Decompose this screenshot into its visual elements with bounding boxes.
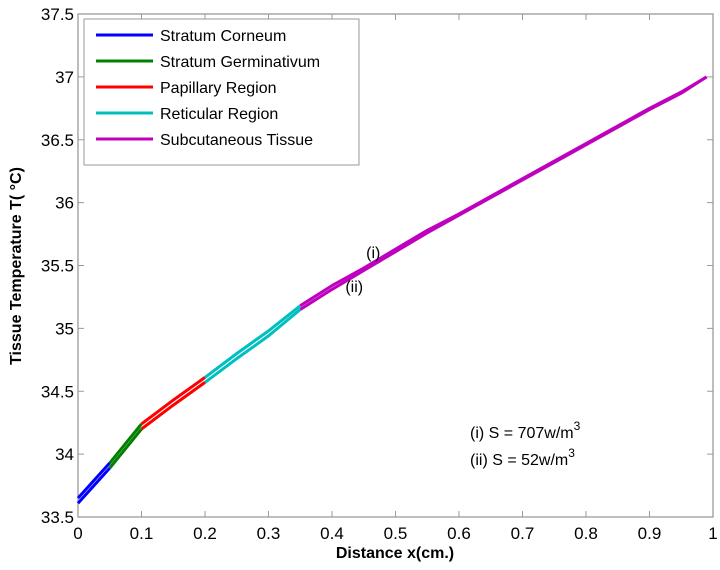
legend-label: Subcutaneous Tissue [160,132,313,149]
curve-label: (ii) [345,279,363,296]
y-tick-label: 34 [55,445,74,464]
y-tick-label: 37 [55,68,74,87]
x-tick-label: 0.1 [130,524,154,543]
x-tick-label: 0.3 [257,524,281,543]
x-tick-label: 0.4 [320,524,344,543]
x-tick-label: 0.7 [511,524,535,543]
series-segment-subcutaneous-tissue [299,75,708,311]
note-text: (ii) S = 52w/m [470,452,568,469]
x-tick-label: 0.9 [638,524,662,543]
y-tick-label: 36.5 [41,131,74,150]
y-tick-label: 33.5 [41,508,74,527]
x-tick-label: 0 [73,524,82,543]
legend-label: Stratum Corneum [160,28,286,45]
y-tick-label: 37.5 [41,5,74,24]
x-tick-label: 0.8 [574,524,598,543]
legend: Stratum Corneum Stratum Germinativum Papil… [83,18,360,166]
note-superscript: 3 [568,446,575,460]
y-axis-title: Tissue Temperature T( °C) [8,167,25,365]
series-segment-reticular-region [204,308,302,384]
series-segment-papillary-region [140,381,206,431]
series-layer [76,75,708,505]
curve-label: (i) [366,245,380,262]
series-segment-stratum-corneum [76,466,111,505]
series-segment-stratum-germinativum [108,428,143,469]
annotation-notes: (i) S = 707w/m3(ii) S = 52w/m3 [470,419,581,469]
series-segment-papillary-region [140,376,206,426]
x-axis: 0 0.1 0.2 0.3 0.4 0.5 0.6 0.7 0.8 0.9 1 [73,14,718,543]
x-axis-title: Distance x(cm.) [336,545,454,562]
legend-item: Subcutaneous Tissue [96,132,313,149]
x-tick-label: 0.2 [193,524,217,543]
series-segment-stratum-germinativum [108,422,143,464]
legend-item: Stratum Corneum [96,28,286,45]
curve-labels: (i) (ii) [345,245,380,296]
legend-item: Papillary Region [96,80,277,97]
y-axis: 33.5 34 34.5 35 35.5 36 36.5 37 37.5 [41,5,713,527]
series-segment-stratum-corneum [76,461,111,500]
annotation-note: (ii) S = 52w/m3 [470,446,575,469]
y-tick-label: 34.5 [41,382,74,401]
note-superscript: 3 [574,419,581,433]
legend-label: Papillary Region [160,80,277,97]
y-tick-label: 35 [55,319,74,338]
series-ii [76,75,708,505]
x-tick-label: 0.6 [447,524,471,543]
x-tick-label: 0.5 [384,524,408,543]
series-segment-reticular-region [204,304,302,379]
legend-item: Reticular Region [96,106,278,123]
legend-item: Stratum Germinativum [96,54,320,71]
legend-box [83,18,360,166]
legend-label: Reticular Region [160,106,278,123]
annotation-note: (i) S = 707w/m3 [470,419,581,442]
y-tick-label: 35.5 [41,257,74,276]
x-tick-label: 1 [708,524,717,543]
legend-label: Stratum Germinativum [160,54,320,71]
y-tick-label: 36 [55,194,74,213]
note-text: (i) S = 707w/m [470,425,574,442]
